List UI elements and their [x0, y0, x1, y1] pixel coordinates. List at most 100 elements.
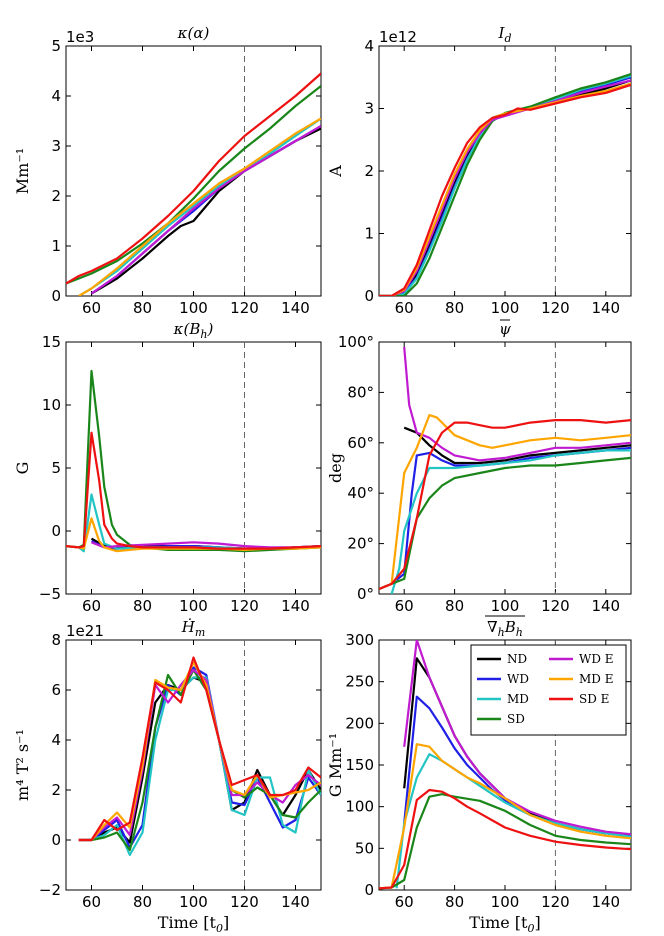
x-tick-label: 140: [591, 893, 620, 911]
legend-label-SDE: SD E: [579, 692, 609, 706]
y-tick-label: 5: [51, 459, 61, 477]
series-line-SD: [78, 668, 321, 852]
x-tick-label: 140: [591, 597, 620, 615]
series-line-WD: [78, 666, 321, 849]
plot-frame: [378, 45, 632, 297]
y-axis-label: G Mm⁻¹: [326, 733, 345, 797]
x-tick-label: 120: [230, 299, 259, 317]
x-tick-label: 140: [281, 299, 310, 317]
y-tick-label: 8: [51, 631, 61, 649]
x-tick-label: 80: [445, 299, 464, 317]
y-axis-label: A: [326, 165, 345, 178]
series-line-MDE: [78, 117, 321, 296]
chart-kappa_bh: 60 80 100 120 140 −5 0 5 10 15 κ(Bh) G: [13, 320, 322, 615]
y-tick-label: 2: [51, 781, 61, 799]
chart-kappa_alpha: 60 80 100 120 140 0 1 2 3 4 5 1e3 κ(α) Mm⁻¹: [13, 24, 322, 317]
y-tick-label: 2: [51, 187, 61, 205]
legend-label-MD: MD: [507, 692, 529, 706]
series-line-SDE: [379, 419, 631, 591]
chart-psi: 60 80 100 120 140 0° 20° 40° 60° 80° 100° ψ deg: [326, 319, 632, 615]
x-tick-label: 60: [82, 893, 101, 911]
y-axis-label: G: [13, 462, 32, 475]
series-line-ND: [403, 426, 631, 465]
legend-label-SD: SD: [507, 712, 525, 726]
plot-frame: [65, 45, 322, 297]
y-tick-label: 15: [42, 333, 61, 351]
x-tick-label: 80: [133, 597, 152, 615]
x-tick-label: 120: [541, 597, 570, 615]
x-tick-label: 100: [491, 299, 520, 317]
plot-title: ψ: [499, 320, 511, 338]
x-tick-label: 100: [179, 597, 208, 615]
y-tick-label: 100: [345, 798, 374, 816]
series-line-SDE: [66, 72, 321, 285]
x-tick-label: 100: [491, 893, 520, 911]
y-tick-label: 6: [51, 681, 61, 699]
x-tick-label: 60: [395, 597, 414, 615]
exponent-label: 1e3: [66, 28, 94, 46]
y-tick-label: 200: [345, 714, 374, 732]
x-axis-label: Time [t0]: [469, 913, 540, 935]
x-tick-label: 80: [445, 893, 464, 911]
series-line-WDE: [403, 640, 631, 836]
y-tick-label: 4: [364, 37, 374, 55]
series-line-SDE: [78, 656, 321, 842]
legend-label-ND: ND: [507, 652, 527, 666]
y-tick-label: 0: [51, 287, 61, 305]
x-tick-label: 60: [395, 893, 414, 911]
y-axis-label: m⁴ T² s⁻¹: [13, 729, 32, 801]
x-tick-label: 100: [491, 597, 520, 615]
legend-label-MDE: MD E: [579, 672, 613, 686]
series-line-MD: [395, 753, 631, 889]
plot-frame: [65, 341, 322, 595]
x-tick-label: 80: [133, 299, 152, 317]
y-tick-label: 1: [51, 237, 61, 255]
plot-title: κ(α): [177, 24, 210, 42]
series-line-SDE: [379, 788, 631, 890]
y-tick-label: −5: [39, 585, 61, 603]
y-tick-label: 60°: [347, 434, 374, 452]
y-tick-label: 250: [345, 673, 374, 691]
y-tick-label: 80°: [347, 383, 374, 401]
y-tick-label: 50: [355, 839, 374, 857]
y-tick-label: 100°: [338, 333, 374, 351]
plot-title: κ(Bh): [173, 320, 214, 341]
y-tick-label: 4: [51, 731, 61, 749]
y-tick-label: 3: [51, 137, 61, 155]
series-line-SDE: [66, 431, 321, 550]
y-tick-label: 2: [364, 162, 374, 180]
y-tick-label: 0: [51, 522, 61, 540]
series-line-SDE: [379, 83, 631, 296]
chart-helicity: 60 80 100 120 140 −2 0 2 4 6 8 1e21 Ḣm m⁴ T² s⁻¹ Time …: [13, 618, 322, 935]
y-tick-label: 4: [51, 87, 61, 105]
y-tick-label: 0: [364, 881, 374, 899]
series-line-SD: [379, 73, 631, 296]
legend: ND WD MD SD WD E MD E SD E: [470, 644, 627, 736]
y-axis-label: Mm⁻¹: [13, 148, 32, 194]
x-tick-label: 80: [133, 893, 152, 911]
series-line-MDE: [379, 414, 631, 591]
x-tick-label: 120: [541, 299, 570, 317]
x-tick-label: 140: [281, 893, 310, 911]
x-tick-label: 80: [445, 597, 464, 615]
series-line-WDE: [90, 125, 321, 295]
x-tick-label: 100: [179, 299, 208, 317]
plot-title: ∇hBh: [487, 618, 523, 639]
x-tick-label: 60: [395, 299, 414, 317]
y-tick-label: 0°: [357, 585, 374, 603]
x-tick-label: 60: [82, 597, 101, 615]
series-line-MD: [390, 449, 631, 594]
series-line-WDE: [403, 346, 631, 462]
series-line-MD: [379, 74, 631, 296]
chart-current: 60 80 100 120 140 0 1 2 3 4 1e12 Id A: [326, 24, 632, 317]
series-line-MDE: [379, 743, 631, 890]
y-tick-label: 5: [51, 37, 61, 55]
x-tick-label: 100: [179, 893, 208, 911]
y-tick-label: 0: [364, 287, 374, 305]
x-tick-label: 120: [230, 597, 259, 615]
series-line-MD: [78, 117, 321, 296]
x-tick-label: 140: [591, 299, 620, 317]
y-tick-label: 0: [51, 831, 61, 849]
chart-gradient: 60 80 100 120 140 0 50 100 150 200 250 300 ∇hBh G Mm⁻…: [326, 615, 632, 935]
